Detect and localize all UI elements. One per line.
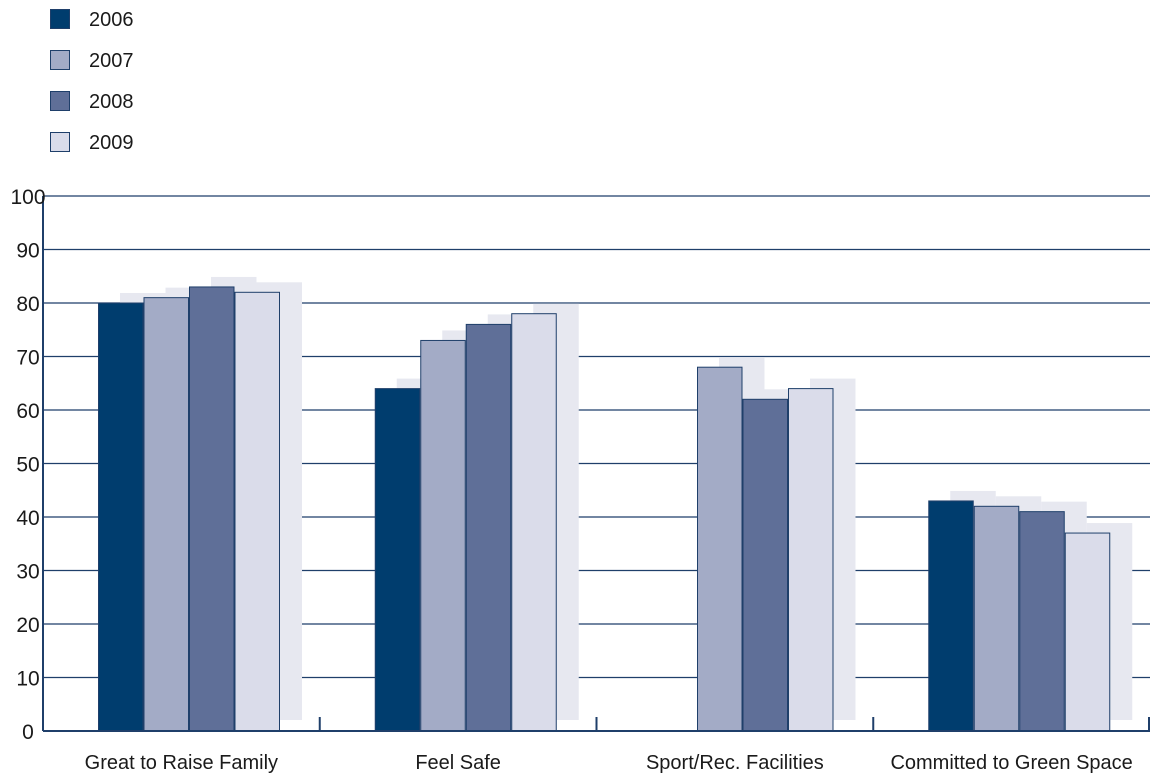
- axes: [42, 196, 1150, 732]
- axis-labels: 0 10 20 30 40 50 60 70 80 90 100 Great to Raise Fam…: [10, 186, 1132, 774]
- bar-2007-4: [973, 505, 1020, 732]
- bar-2008-3: [742, 398, 788, 732]
- bar-2006-1: [98, 302, 144, 732]
- y-tick-label-30: 30: [16, 561, 39, 584]
- bar-2008-2: [465, 323, 512, 732]
- bar-2008-4: [1019, 511, 1065, 732]
- legend: 2006 2007 2008 2009: [50, 9, 134, 154]
- bar-2009-2: [511, 313, 557, 732]
- y-tick-label-100: 100: [10, 186, 45, 209]
- bar-2006-2: [374, 388, 421, 732]
- legend-swatch-2007: [50, 50, 70, 70]
- legend-swatch-2006: [50, 9, 70, 29]
- bar-2009-1: [234, 291, 280, 732]
- y-tick-label-50: 50: [16, 454, 39, 477]
- bar-2009-4: [1064, 532, 1111, 732]
- legend-swatch-2009: [50, 132, 70, 152]
- bar-2006-4: [928, 500, 974, 732]
- x-tick-label-3: Sport/Rec. Facilities: [646, 752, 824, 774]
- bar-2007-2: [420, 339, 466, 732]
- y-tick-label-70: 70: [16, 347, 39, 370]
- y-tick-label-40: 40: [16, 507, 39, 530]
- y-tick-label-20: 20: [16, 614, 39, 637]
- bar-2009-3: [788, 388, 834, 732]
- y-tick-label-60: 60: [16, 400, 39, 423]
- x-tick-label-1: Great to Raise Family: [85, 752, 278, 774]
- bars: [98, 286, 1111, 732]
- legend-label-2009: 2009: [89, 132, 134, 154]
- x-tick-label-4: Committed to Green Space: [890, 752, 1132, 774]
- y-tick-label-10: 10: [16, 668, 39, 691]
- bar-2007-1: [143, 297, 189, 732]
- legend-label-2008: 2008: [89, 91, 134, 113]
- x-tick-label-2: Feel Safe: [415, 752, 501, 774]
- y-tick-label-0: 0: [22, 721, 34, 744]
- bar-2007-3: [697, 366, 743, 732]
- legend-label-2007: 2007: [89, 50, 134, 72]
- legend-swatch-2008: [50, 91, 70, 111]
- bar-2008-1: [189, 286, 235, 732]
- y-tick-label-90: 90: [16, 240, 39, 263]
- legend-label-2006: 2006: [89, 9, 134, 31]
- y-tick-label-80: 80: [16, 293, 39, 316]
